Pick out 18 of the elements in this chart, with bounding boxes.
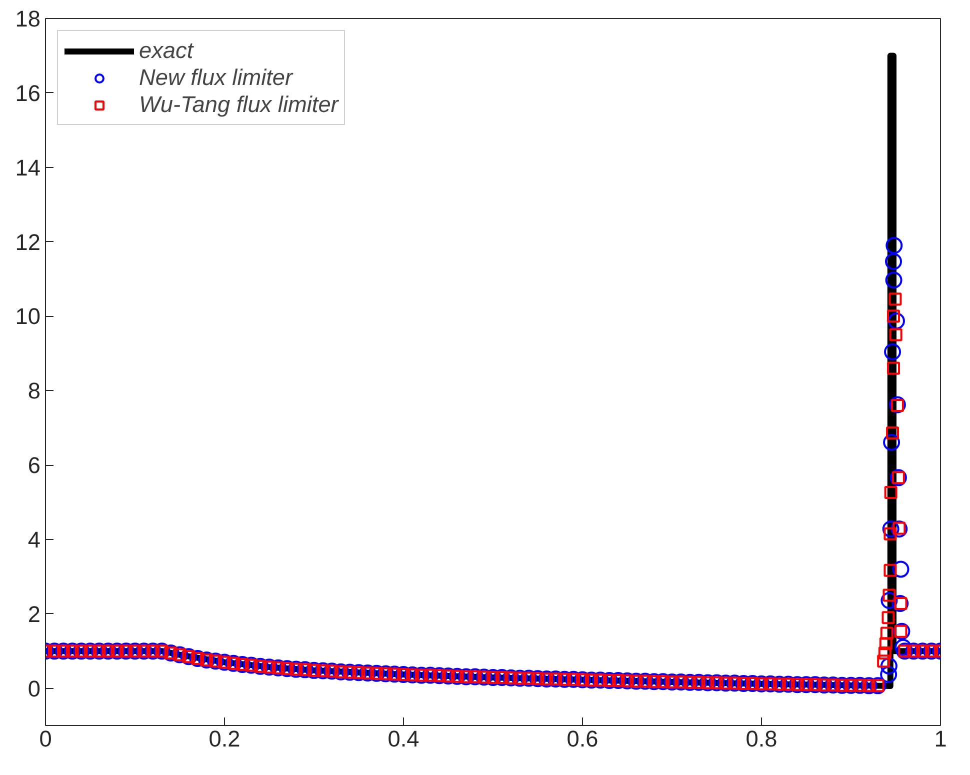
x-tick-label: 0.4 — [388, 726, 420, 752]
y-tick-label: 14 — [15, 154, 40, 180]
y-tick-label: 4 — [28, 526, 41, 552]
y-tick-label: 8 — [28, 378, 41, 404]
x-tick-label: 1 — [934, 726, 947, 752]
y-tick-label: 10 — [15, 303, 40, 330]
x-tick-label: 0.6 — [566, 726, 598, 752]
y-tick-label: 18 — [15, 6, 40, 32]
legend-label: New flux limiter — [139, 64, 293, 91]
y-tick-label: 0 — [28, 675, 41, 702]
y-tick-label: 12 — [15, 228, 40, 255]
x-tick-label: 0.8 — [746, 726, 778, 752]
legend-label: exact — [139, 37, 194, 64]
y-tick-label: 2 — [28, 600, 41, 627]
y-tick-label: 6 — [28, 452, 41, 478]
y-tick-label: 16 — [15, 80, 40, 106]
x-tick-label: 0.2 — [208, 726, 240, 752]
legend-label: Wu-Tang flux limiter — [139, 91, 338, 118]
